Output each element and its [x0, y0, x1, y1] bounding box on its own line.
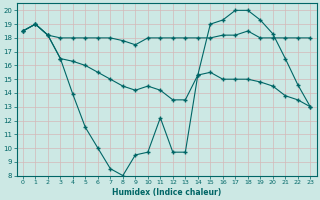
X-axis label: Humidex (Indice chaleur): Humidex (Indice chaleur)	[112, 188, 221, 197]
